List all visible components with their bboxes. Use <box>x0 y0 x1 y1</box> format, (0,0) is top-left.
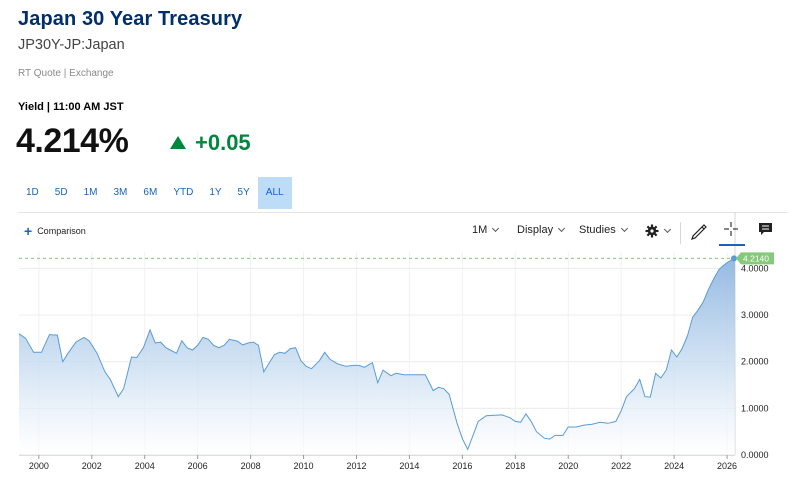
range-selector: 1D 5D 1M 3M 6M YTD 1Y 5Y ALL <box>18 177 292 209</box>
comparison-button[interactable]: + Comparison <box>24 223 86 239</box>
range-5d-button[interactable]: 5D <box>54 187 68 198</box>
chevron-down-icon <box>620 224 628 233</box>
gear-icon <box>645 224 659 238</box>
yield-change: +0.05 <box>170 130 251 156</box>
interval-label: 1M <box>472 224 488 236</box>
yield-time-label: Yield | 11:00 AM JST <box>18 101 124 113</box>
comparison-label: Comparison <box>37 226 86 236</box>
chevron-down-icon <box>558 224 566 233</box>
plus-icon: + <box>24 223 33 239</box>
display-dropdown[interactable]: Display <box>517 224 566 236</box>
display-label: Display <box>517 224 554 236</box>
range-1d-button[interactable]: 1D <box>26 187 39 198</box>
page-title: Japan 30 Year Treasury <box>18 8 243 30</box>
chevron-down-icon <box>492 224 500 233</box>
chevron-down-icon <box>663 225 672 234</box>
range-3m-button[interactable]: 3M <box>113 187 128 198</box>
symbol-label: JP30Y-JP:Japan <box>18 37 125 53</box>
studies-label: Studies <box>579 224 616 236</box>
up-arrow-icon <box>170 135 186 149</box>
toolbar-divider <box>680 222 681 244</box>
range-5y-button[interactable]: 5Y <box>237 187 250 198</box>
range-ytd-button[interactable]: YTD <box>173 187 194 198</box>
studies-dropdown[interactable]: Studies <box>579 224 628 236</box>
range-6m-button[interactable]: 6M <box>143 187 158 198</box>
change-value: +0.05 <box>195 130 251 155</box>
range-1m-button[interactable]: 1M <box>83 187 98 198</box>
chart-container <box>18 212 788 484</box>
settings-dropdown[interactable] <box>645 224 672 238</box>
current-yield: 4.214% <box>16 122 129 160</box>
quote-type-label: RT Quote | Exchange <box>18 68 114 79</box>
interval-dropdown[interactable]: 1M <box>472 224 500 236</box>
range-all-button[interactable]: ALL <box>257 177 292 209</box>
range-1y-button[interactable]: 1Y <box>209 187 222 198</box>
active-tool-indicator <box>719 244 745 246</box>
